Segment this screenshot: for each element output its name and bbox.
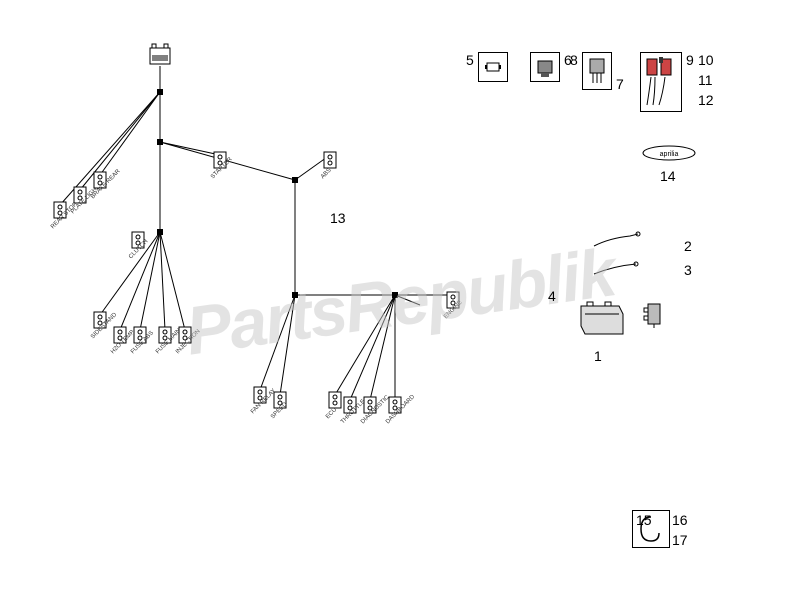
relay1-icon-box [530,52,560,82]
fuse-icon-box [478,52,508,82]
callout-2: 2 [684,238,692,254]
callout-14: 14 [660,168,676,184]
callout-11: 11 [698,72,713,88]
callout-1: 1 [594,348,602,364]
badge-icon: aprilia [642,145,696,166]
callout-15: 15 [636,512,652,528]
battery-icon [148,42,172,71]
callout-9: 9 [686,52,694,68]
callout-10: 10 [698,52,714,68]
callout-16: 16 [672,512,688,528]
callout-5: 5 [466,52,474,68]
svg-text:aprilia: aprilia [660,151,679,158]
callout-4: 4 [548,288,556,304]
relay2-icon-box [582,52,612,90]
callout-7: 7 [616,76,624,92]
callout-12: 12 [698,92,714,108]
callout-8: 8 [570,52,578,68]
callout-3: 3 [684,262,692,278]
callout-13: 13 [330,210,346,226]
callout-17: 17 [672,532,688,548]
plug-icon [642,300,666,335]
wire1-icon [590,230,644,257]
battery-part-icon [575,300,627,345]
connector-set-icon-box [640,52,682,112]
wire2-icon [590,260,644,285]
